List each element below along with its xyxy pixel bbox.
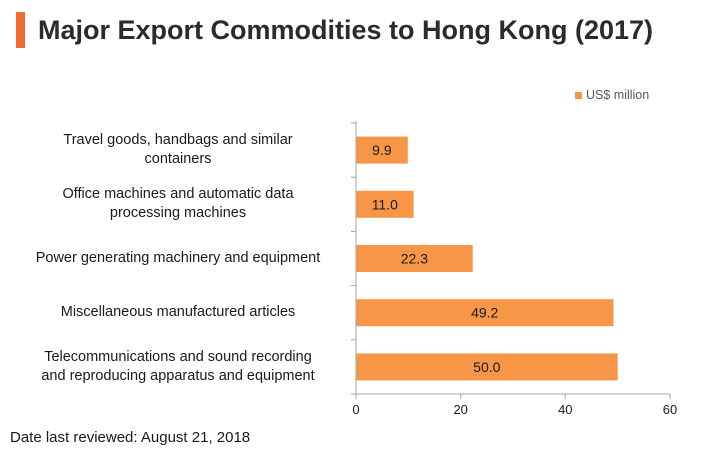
legend-label: US$ million	[586, 88, 650, 102]
bar-value-label: 11.0	[372, 196, 398, 212]
bar-value-label: 22.3	[401, 251, 428, 267]
x-tick-label: 0	[352, 402, 359, 417]
bar	[356, 136, 408, 164]
bar-value-label: 9.9	[372, 142, 392, 158]
title-accent-bar	[16, 12, 25, 48]
bar-value-label: 49.2	[471, 305, 498, 321]
category-label: Telecommunications and sound recording an…	[13, 348, 343, 386]
chart-title: Major Export Commodities to Hong Kong (2…	[38, 15, 654, 45]
bar	[356, 190, 414, 218]
bar	[356, 245, 473, 272]
category-label: Miscellaneous manufactured articles	[13, 303, 343, 322]
bar	[356, 353, 618, 381]
category-label-line: Office machines and automatic data	[62, 186, 294, 203]
x-tick-label: 40	[558, 402, 572, 417]
x-tick-label: 60	[663, 402, 677, 417]
legend: US$ million	[575, 87, 649, 103]
bar	[356, 299, 614, 327]
category-label: Power generating machinery and equipment	[13, 249, 343, 268]
category-label-line: and reproducing apparatus and equipment	[41, 367, 315, 384]
category-label: Office machines and automatic data proces…	[13, 185, 343, 223]
category-label-line: Miscellaneous manufactured articles	[60, 304, 296, 321]
category-label-line: containers	[144, 151, 212, 168]
category-label-line: Power generating machinery and equipment	[35, 250, 321, 266]
date-last-reviewed: Date last reviewed: August 21, 2018	[10, 429, 251, 446]
category-label-line: processing machines	[109, 205, 247, 222]
category-label-line: Telecommunications and sound recording	[44, 348, 312, 365]
x-tick-label: 20	[453, 402, 467, 417]
category-label: Travel goods, handbags and similar contai…	[13, 131, 343, 169]
bar-value-label: 50.0	[473, 359, 500, 375]
category-label-line: Travel goods, handbags and similar	[63, 132, 293, 149]
legend-swatch	[575, 91, 582, 99]
